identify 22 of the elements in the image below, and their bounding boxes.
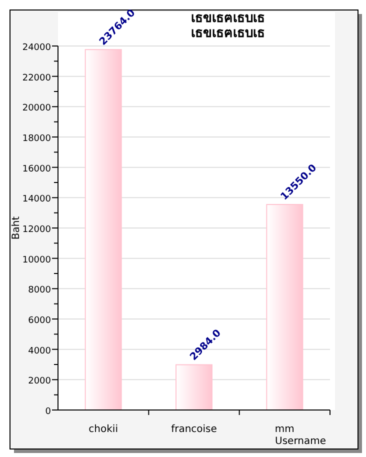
y-axis-title: Baht: [11, 216, 22, 240]
y-tick-label: 14000: [22, 194, 52, 205]
bar: [266, 204, 304, 410]
bar: [84, 49, 122, 410]
x-tick-label: francoise: [171, 424, 217, 435]
y-tick-label: 0: [45, 407, 52, 417]
x-tick-label: mm: [274, 424, 294, 435]
x-axis-title: Username: [275, 436, 326, 447]
bar: [176, 364, 212, 410]
y-tick-label: 10000: [22, 255, 52, 266]
y-tick-label: 8000: [28, 286, 52, 296]
y-tick-label: 6000: [28, 316, 52, 326]
y-tick-label: 16000: [22, 164, 52, 174]
y-tick-label: 18000: [22, 134, 52, 144]
y-tick-label: 24000: [22, 43, 52, 53]
chart-title: เธขเธฅเธบเธ เธขเธฅเธบเธ: [191, 11, 265, 41]
y-tick-label: 2000: [28, 376, 52, 387]
y-tick-label: 4000: [28, 346, 52, 356]
y-tick-label: 22000: [22, 73, 52, 84]
y-tick-label: 12000: [22, 225, 52, 235]
x-tick-label: chokii: [88, 424, 118, 435]
y-tick-label: 20000: [22, 104, 52, 114]
